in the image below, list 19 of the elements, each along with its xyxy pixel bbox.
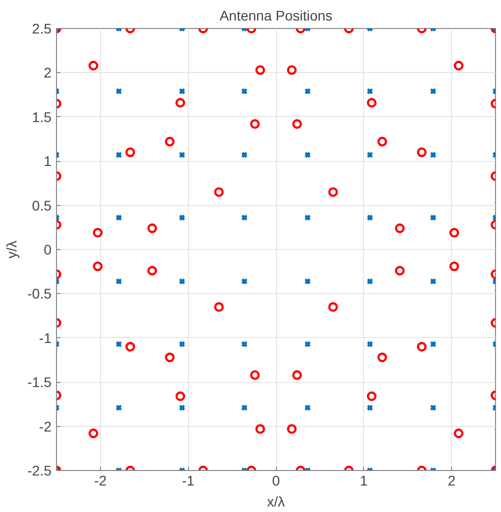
y-tick-label: -1.5 [27,374,52,390]
x-tick-label: 1 [360,472,368,488]
x-tick-label: 0 [272,472,280,488]
x-tick-label: 2 [448,472,456,488]
y-tick-label: -2.5 [27,462,52,478]
y-tick-label: 2.5 [32,20,52,36]
y-tick-label: -0.5 [27,286,52,302]
x-tick-label: -2 [94,472,107,488]
x-tick-label: -1 [182,472,195,488]
y-tick-label: -1 [39,330,52,346]
y-tick-label: 2 [44,64,52,81]
y-axis-title: y/λ [3,240,20,258]
chart-title: Antenna Positions [220,8,332,24]
y-tick-label: 1.5 [32,108,52,125]
x-axis-title: x/λ [267,494,285,510]
y-tick-label: 0.5 [32,197,52,214]
y-tick-label: 0 [44,242,52,258]
y-tick-label: -2 [39,418,52,434]
y-tick-label: 1 [44,153,52,170]
